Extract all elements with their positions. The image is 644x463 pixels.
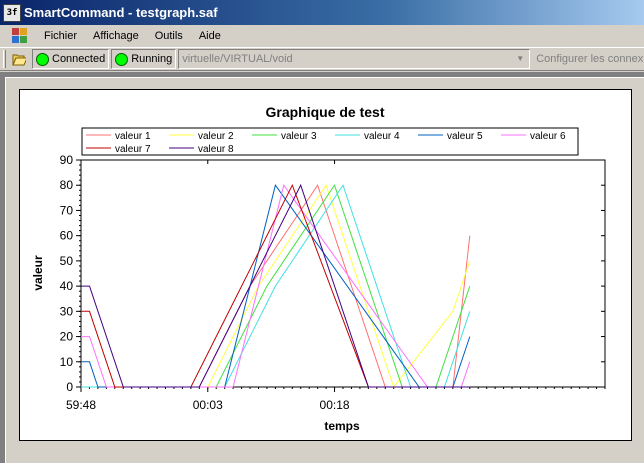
chart-legend: valeur 1 valeur 2 valeur 3 valeur 4 valeur 5… (81, 127, 579, 156)
menu-outils[interactable]: Outils (154, 29, 183, 42)
menu-bar: Fichier Affichage Outils Aide (0, 25, 644, 46)
x-tick-label: 00:03 (193, 398, 223, 412)
legend-label-1: valeur 1 (115, 131, 151, 142)
y-tick-label: 80 (60, 178, 74, 192)
y-tick-label: 70 (60, 203, 74, 217)
chevron-down-icon[interactable]: ▼ (516, 54, 525, 63)
toolbar-grip[interactable] (3, 50, 6, 68)
mdi-window-icon[interactable] (12, 27, 28, 44)
running-led-icon (115, 52, 129, 66)
window-titlebar[interactable]: 3f SmartCommand - testgraph.saf (0, 0, 644, 25)
y-tick-label: 20 (60, 330, 74, 344)
open-folder-button[interactable] (8, 49, 30, 69)
legend-label-3: valeur 3 (281, 131, 317, 142)
plot-area: 0 10 20 30 40 50 60 70 80 90 59:48 00:03 00:18 (60, 153, 606, 412)
toolbar: Connected Running virtuelle/VIRTUAL/void… (0, 47, 644, 71)
chart-title: Graphique de test (265, 104, 384, 120)
connection-select[interactable]: virtuelle/VIRTUAL/void ▼ (178, 49, 531, 69)
running-label: Running (131, 53, 173, 65)
y-tick-label: 60 (60, 229, 74, 243)
legend-label-8: valeur 8 (198, 144, 234, 155)
x-axis-label: temps (324, 419, 360, 433)
legend-label-5: valeur 5 (447, 131, 483, 142)
y-tick-label: 30 (60, 304, 74, 318)
menu-fichier[interactable]: Fichier (44, 29, 78, 42)
open-folder-icon (12, 54, 26, 66)
y-axis-label: valeur (31, 255, 45, 291)
configure-connections-button[interactable]: Configurer les connex (536, 53, 644, 65)
legend-label-4: valeur 4 (364, 131, 400, 142)
connected-led-icon (36, 52, 49, 66)
x-tick-label: 59:48 (66, 398, 96, 412)
y-tick-label: 0 (66, 380, 73, 394)
y-tick-label: 10 (60, 355, 74, 369)
running-toggle[interactable]: Running (111, 49, 177, 69)
plot-frame (80, 159, 606, 388)
legend-label-2: valeur 2 (198, 131, 234, 142)
menu-affichage[interactable]: Affichage (93, 29, 139, 42)
y-tick-label: 50 (60, 254, 74, 268)
series-line-4 (81, 184, 471, 388)
legend-label-7: valeur 7 (115, 144, 151, 155)
window-title: SmartCommand - testgraph.saf (24, 5, 218, 20)
connected-label: Connected (52, 53, 106, 65)
app-icon: 3f (3, 3, 21, 22)
menu-aide[interactable]: Aide (198, 29, 221, 42)
series-line-8 (81, 183, 470, 388)
legend-label-6: valeur 6 (530, 131, 566, 142)
connected-toggle[interactable]: Connected (32, 49, 110, 69)
x-tick-label: 00:18 (320, 398, 350, 412)
legend-box (81, 127, 579, 156)
y-tick-label: 90 (60, 153, 74, 167)
connection-path-value: virtuelle/VIRTUAL/void (182, 53, 293, 65)
y-tick-label: 40 (60, 279, 74, 293)
